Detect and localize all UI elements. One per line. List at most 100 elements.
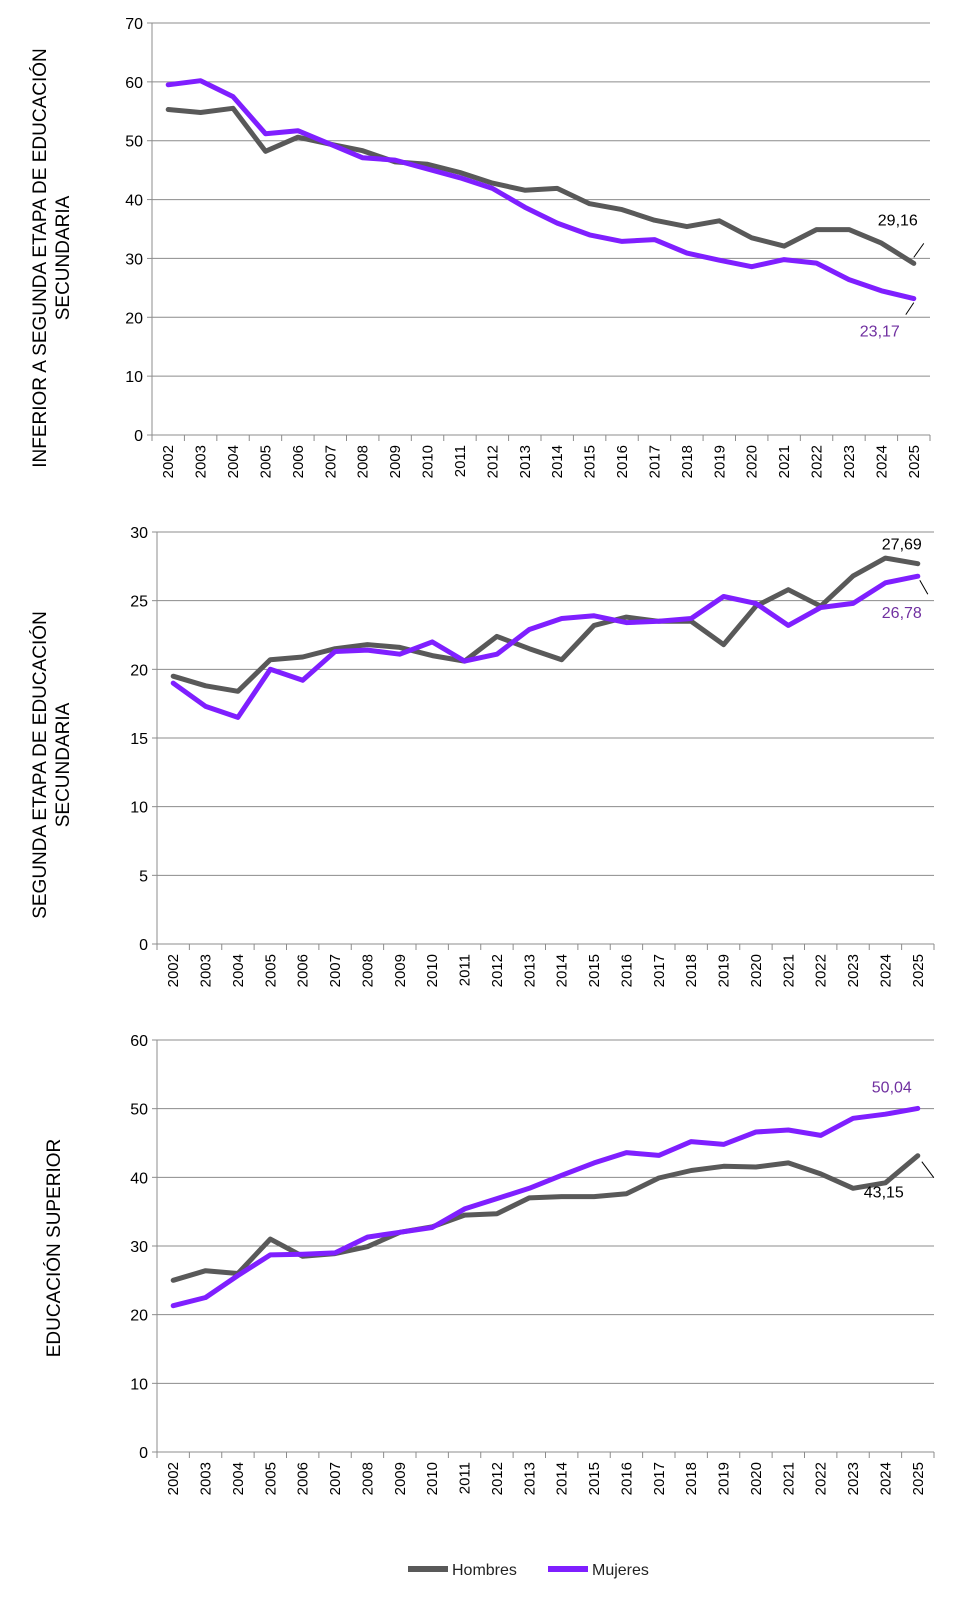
y-tick-label: 10	[130, 800, 148, 817]
x-tick-label: 2010	[420, 445, 437, 478]
y-tick-label: 30	[130, 1239, 148, 1256]
chart-panel-1: 0 10 20 30 40 50 60 70 2002 2003 2004 2005 2006 2007 2…	[29, 16, 931, 478]
x-tick-label: 2010	[424, 954, 441, 987]
y-tick-label: 50	[130, 1102, 148, 1119]
x-tick-label: 2019	[716, 954, 733, 987]
x-tick-label: 2016	[618, 1462, 635, 1495]
end-label-leader	[905, 302, 915, 315]
x-tick-label: 2002	[160, 445, 177, 478]
y-tick-label: 50	[125, 134, 143, 151]
x-tick-label: 2017	[646, 445, 663, 478]
x-tick-label: 2015	[586, 954, 603, 987]
y-tick-label: 5	[139, 868, 148, 885]
y-tick-label: 0	[139, 937, 148, 954]
end-label-hombres: 29,16	[878, 212, 918, 229]
x-tick-label: 2005	[262, 1462, 279, 1495]
x-tick-label: 2016	[614, 445, 631, 478]
x-tick-label: 2022	[813, 1462, 830, 1495]
y-tick-label: 10	[130, 1376, 148, 1393]
series-line-mujeres	[170, 1105, 921, 1309]
y-tick-label: 10	[125, 369, 143, 386]
x-tick-label: 2006	[295, 954, 312, 987]
x-tick-label: 2019	[711, 445, 728, 478]
x-tick-label: 2018	[683, 1462, 700, 1495]
series-line-hombres	[165, 105, 917, 266]
x-tick-label: 2024	[877, 1462, 894, 1495]
x-tick-label: 2009	[392, 954, 409, 987]
x-tick-label: 2018	[683, 954, 700, 987]
chart-panel-3: 0 10 20 30 40 50 60 2002 2003 2004 2005 2006 2007 200…	[43, 1033, 935, 1495]
end-label-hombres: 27,69	[882, 537, 922, 554]
x-tick-label: 2019	[716, 1462, 733, 1495]
x-tick-label: 2012	[489, 954, 506, 987]
x-tick-label: 2004	[225, 445, 242, 478]
x-tick-label: 2005	[257, 445, 274, 478]
series-line-mujeres	[165, 78, 917, 302]
x-tick-label: 2018	[679, 445, 696, 478]
x-tick-label: 2022	[813, 954, 830, 987]
x-tick-label: 2006	[290, 445, 307, 478]
end-label-hombres: 43,15	[864, 1185, 904, 1202]
y-tick-label: 30	[130, 525, 148, 542]
x-tick-label: 2020	[748, 954, 765, 987]
x-tick-label: 2007	[327, 954, 344, 987]
y-tick-label: 15	[130, 731, 148, 748]
x-tick-label: 2009	[387, 445, 404, 478]
x-tick-label: 2014	[554, 1462, 571, 1495]
x-tick-label: 2025	[910, 954, 927, 987]
x-tick-label: 2005	[262, 954, 279, 987]
x-tick-label: 2025	[910, 1462, 927, 1495]
x-tick-label: 2009	[392, 1462, 409, 1495]
y-tick-label: 70	[125, 16, 143, 33]
x-tick-label: 2006	[295, 1462, 312, 1495]
legend-label-hombres: Hombres	[452, 1562, 517, 1579]
x-tick-label: 2003	[198, 954, 215, 987]
x-tick-label: 2014	[554, 954, 571, 987]
x-tick-label: 2023	[845, 1462, 862, 1495]
x-tick-label: 2007	[327, 1462, 344, 1495]
x-tick-label: 2015	[586, 1462, 603, 1495]
x-tick-label: 2011	[452, 445, 469, 477]
x-tick-label: 2021	[780, 1462, 797, 1495]
x-tick-label: 2008	[359, 1462, 376, 1495]
end-label-mujeres: 23,17	[860, 324, 900, 341]
y-tick-label: 60	[130, 1033, 148, 1050]
end-label-mujeres: 26,78	[882, 605, 922, 622]
x-tick-label: 2022	[809, 445, 826, 478]
x-tick-label: 2013	[521, 954, 538, 987]
x-tick-label: 2024	[873, 445, 890, 478]
x-tick-label: 2008	[355, 445, 372, 478]
y-tick-label: 20	[130, 1308, 148, 1325]
x-tick-label: 2016	[618, 954, 635, 987]
end-label-mujeres: 50,04	[872, 1079, 912, 1096]
x-tick-label: 2002	[165, 1462, 182, 1495]
series-line-hombres	[170, 1153, 921, 1283]
x-tick-label: 2017	[651, 954, 668, 987]
y-tick-label: 0	[134, 428, 143, 445]
x-tick-label: 2023	[845, 954, 862, 987]
x-tick-label: 2011	[457, 954, 474, 986]
end-label-leader	[921, 1161, 935, 1179]
y-tick-label: 25	[130, 594, 148, 611]
end-label-leader	[919, 579, 929, 595]
x-tick-label: 2014	[549, 445, 566, 478]
x-tick-label: 2013	[517, 445, 534, 478]
x-tick-label: 2012	[484, 445, 501, 478]
x-tick-label: 2021	[780, 954, 797, 987]
y-tick-label: 0	[139, 1445, 148, 1462]
series-line-mujeres	[170, 573, 921, 720]
x-tick-label: 2020	[744, 445, 761, 478]
x-tick-label: 2015	[582, 445, 599, 478]
x-tick-label: 2007	[322, 445, 339, 478]
x-tick-label: 2025	[906, 445, 923, 478]
y-axis-title: EDUCACIÓN SUPERIOR	[43, 1139, 65, 1358]
x-tick-label: 2013	[521, 1462, 538, 1495]
y-tick-label: 20	[125, 310, 143, 327]
y-tick-label: 20	[130, 662, 148, 679]
x-tick-label: 2003	[193, 445, 210, 478]
x-tick-label: 2010	[424, 1462, 441, 1495]
y-tick-label: 60	[125, 75, 143, 92]
x-tick-label: 2011	[457, 1462, 474, 1494]
